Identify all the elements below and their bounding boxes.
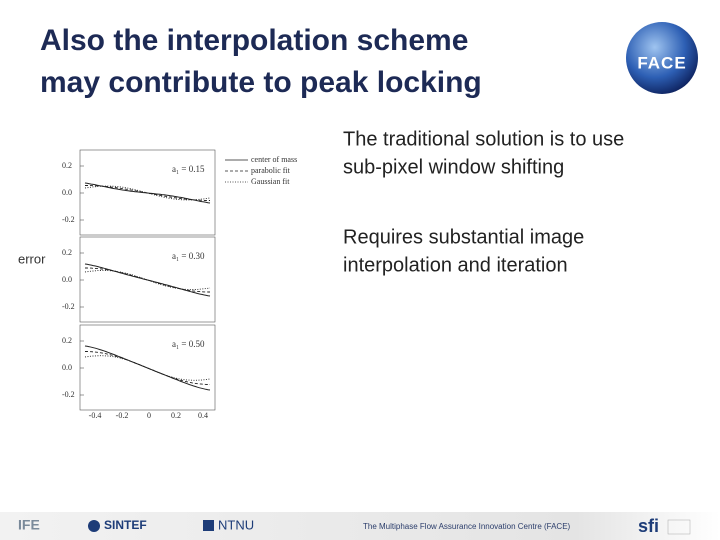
- x-tick-label: 0.2: [171, 411, 181, 420]
- panel-y-tick: 0.2: [62, 248, 72, 257]
- panel-y-tick: 0.2: [62, 161, 72, 170]
- footer-bar: [0, 512, 720, 540]
- x-tick-label: -0.2: [116, 411, 129, 420]
- panel-frame: [79, 236, 216, 323]
- panel-y-tick: -0.2: [62, 390, 75, 399]
- x-tick-label: 0.4: [198, 411, 208, 420]
- panel-annotation: a₁ = 0.30: [172, 251, 205, 261]
- footer-logo: SINTEF: [104, 518, 147, 532]
- logo-text: FACE: [637, 53, 686, 72]
- panel-frame: [79, 324, 216, 411]
- panel-curve: [85, 267, 210, 293]
- legend-entry: parabolic fit: [251, 166, 291, 175]
- panel-curve: [84, 355, 211, 381]
- bullet-line: sub-pixel window shifting: [343, 156, 564, 178]
- bullet-line: interpolation and iteration: [343, 254, 568, 276]
- panel-y-tick: -0.2: [62, 302, 75, 311]
- footer-logo: sfi: [638, 516, 659, 536]
- legend-entry: center of mass: [251, 155, 297, 164]
- footer-logo: IFE: [18, 517, 40, 533]
- panel-curve: [84, 185, 211, 201]
- footer-logo: NTNU: [218, 517, 254, 532]
- panel-y-tick: 0.0: [62, 363, 72, 372]
- panel-curve: [84, 269, 211, 291]
- title-line: may contribute to peak locking: [40, 66, 482, 99]
- footer-centre: The Multiphase Flow Assurance Innovation…: [363, 522, 571, 531]
- panel-y-tick: 0.2: [62, 336, 72, 345]
- title-line: Also the interpolation scheme: [40, 24, 468, 57]
- panel-annotation: a₁ = 0.15: [172, 164, 205, 174]
- panel-curve: [84, 263, 211, 297]
- bullet-line: The traditional solution is to use: [343, 128, 624, 150]
- footer-logo-mark: [88, 520, 100, 532]
- figure: 0.2 0.0 -0.2 a₁ = 0.15 0.2 0.0 -0.2 a₁ = 0.30 0.…: [62, 149, 297, 420]
- legend-entry: Gaussian fit: [251, 177, 290, 186]
- bullet-line: Requires substantial image: [343, 226, 584, 248]
- panel-frame: [79, 149, 216, 236]
- x-tick-label: -0.4: [89, 411, 102, 420]
- footer-logo-mark: [203, 520, 214, 531]
- panel-y-tick: 0.0: [62, 275, 72, 284]
- logo-globe: [626, 22, 698, 94]
- panel-y-tick: 0.0: [62, 188, 72, 197]
- panel-annotation: a₁ = 0.50: [172, 339, 205, 349]
- panel-curve: [85, 351, 210, 385]
- footer-logo-mark: [667, 519, 691, 535]
- figure-y-label: error: [18, 251, 46, 266]
- x-tick-label: 0: [147, 411, 151, 420]
- panel-y-tick: -0.2: [62, 215, 75, 224]
